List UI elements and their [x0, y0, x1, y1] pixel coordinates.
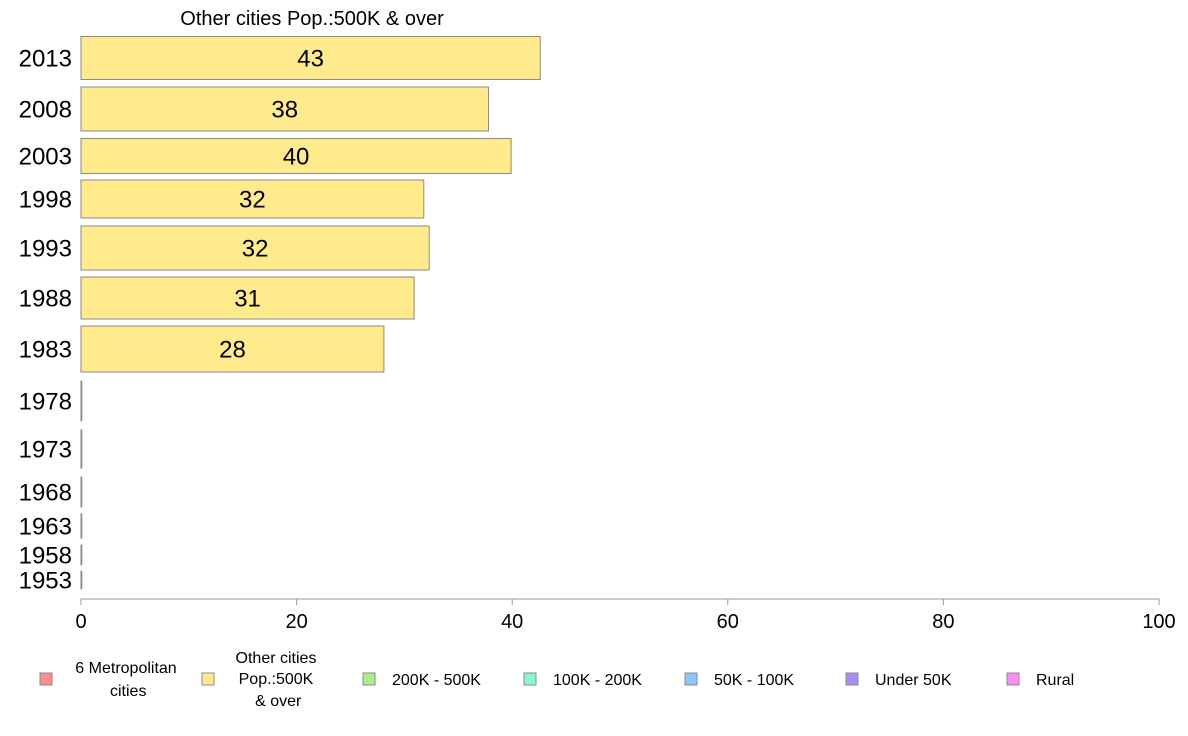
data-label-2003: 40 — [283, 144, 310, 171]
x-tick-label-80: 80 — [932, 611, 954, 633]
legend: 6 Metropolitan cities Other cities Pop.:50… — [39, 650, 1074, 710]
bar-1998 — [80, 179, 425, 219]
legend-swatch — [523, 672, 537, 686]
bar-2008 — [80, 86, 489, 132]
category-label-1953: 1953 — [19, 568, 72, 595]
data-label-2013: 43 — [297, 46, 324, 73]
legend-label: 200K - 500K — [392, 672, 481, 689]
bars: 43 38 40 32 32 31 28 — [80, 36, 541, 590]
legend-label: 50K - 100K — [714, 672, 794, 689]
bar-1988 — [80, 276, 415, 320]
category-labels: 2013 2008 2003 1998 1993 1988 1983 1978 1973 1968… — [19, 46, 72, 595]
legend-label: 100K - 200K — [553, 672, 642, 689]
legend-swatch — [1006, 672, 1020, 686]
legend-swatch — [39, 672, 53, 686]
legend-item-200k-500k: 200K - 500K — [362, 672, 481, 689]
x-tick-label-0: 0 — [75, 611, 86, 633]
data-label-1988: 31 — [234, 286, 261, 313]
category-label-1983: 1983 — [19, 337, 72, 364]
chart-title: Other cities Pop.:500K & over — [180, 8, 444, 30]
legend-item-under-50k: Under 50K — [845, 672, 952, 689]
category-label-1968: 1968 — [19, 480, 72, 507]
bar-1953 — [80, 570, 83, 590]
legend-label: Other cities Pop.:500K & over — [236, 650, 317, 710]
bar-1963 — [80, 513, 83, 539]
bar-1983 — [80, 325, 385, 373]
category-label-1988: 1988 — [19, 286, 72, 313]
data-label-2008: 38 — [271, 97, 298, 124]
legend-item-other-cities-pop-500k-over: Other cities Pop.:500K & over — [201, 650, 317, 710]
legend-swatch — [201, 672, 215, 686]
legend-label: Rural — [1036, 672, 1074, 689]
data-label-1983: 28 — [219, 337, 246, 364]
legend-item-6-metropolitan-cities: 6 Metropolitan cities — [39, 660, 177, 700]
legend-swatch — [845, 672, 859, 686]
category-label-2003: 2003 — [19, 144, 72, 171]
x-axis: 0 20 40 60 80 100 — [75, 598, 1176, 633]
category-label-1973: 1973 — [19, 437, 72, 464]
data-label-1998: 32 — [239, 187, 266, 214]
legend-label: Under 50K — [875, 672, 952, 689]
bar-1973 — [80, 429, 83, 469]
legend-swatch — [362, 672, 376, 686]
legend-item-50k-100k: 50K - 100K — [684, 672, 794, 689]
bar-2013 — [80, 36, 541, 80]
x-tick-label-100: 100 — [1142, 611, 1175, 633]
category-label-2013: 2013 — [19, 46, 72, 73]
bar-1958 — [80, 544, 83, 566]
category-label-1993: 1993 — [19, 236, 72, 263]
legend-item-rural: Rural — [1006, 672, 1074, 689]
x-tick-label-60: 60 — [717, 611, 739, 633]
bar-1993 — [80, 225, 430, 271]
category-label-2008: 2008 — [19, 97, 72, 124]
bar-2003 — [80, 138, 512, 174]
bar-1978 — [80, 380, 83, 422]
legend-label: 6 Metropolitan cities — [75, 660, 176, 700]
category-label-1998: 1998 — [19, 187, 72, 214]
bar-1968 — [80, 476, 83, 508]
legend-item-100k-200k: 100K - 200K — [523, 672, 642, 689]
x-tick-label-40: 40 — [501, 611, 523, 633]
category-label-1963: 1963 — [19, 514, 72, 541]
x-tick-label-20: 20 — [285, 611, 307, 633]
category-label-1978: 1978 — [19, 389, 72, 416]
data-label-1993: 32 — [242, 236, 269, 263]
category-label-1958: 1958 — [19, 543, 72, 570]
legend-swatch — [684, 672, 698, 686]
